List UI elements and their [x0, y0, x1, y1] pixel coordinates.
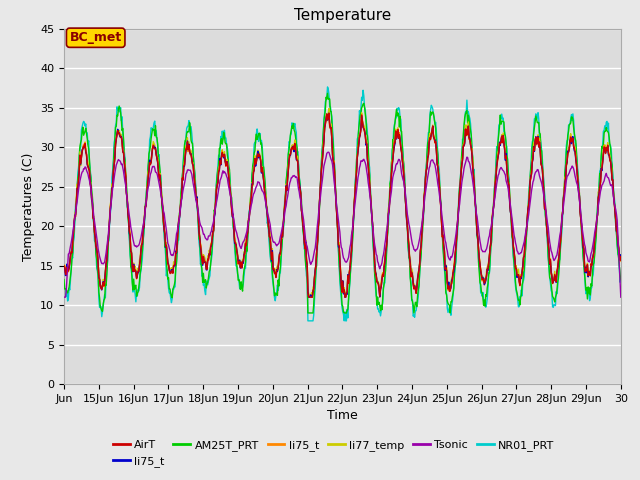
Text: BC_met: BC_met	[70, 31, 122, 44]
Legend: AirT, li75_t, AM25T_PRT, li75_t, li77_temp, Tsonic, NR01_PRT: AirT, li75_t, AM25T_PRT, li75_t, li77_te…	[109, 436, 559, 471]
X-axis label: Time: Time	[327, 409, 358, 422]
Title: Temperature: Temperature	[294, 9, 391, 24]
Y-axis label: Temperatures (C): Temperatures (C)	[22, 152, 35, 261]
